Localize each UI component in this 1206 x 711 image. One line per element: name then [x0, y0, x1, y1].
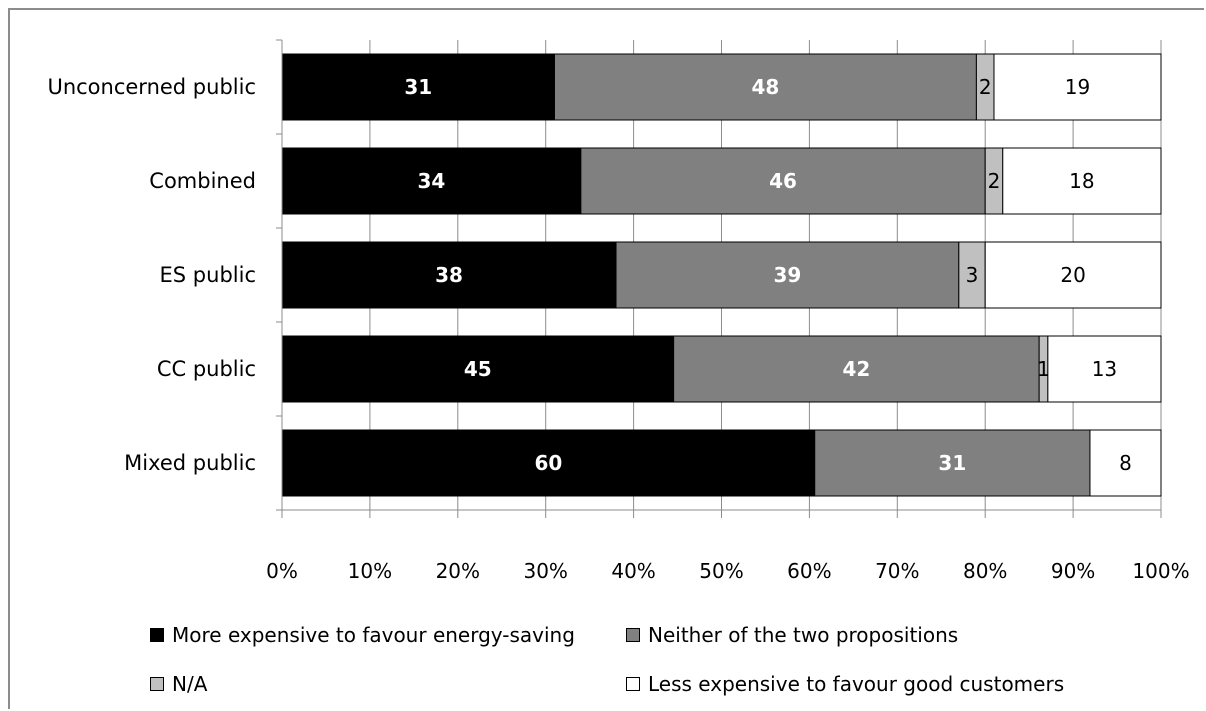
bar-segment	[993, 53, 1162, 121]
legend-swatch	[150, 628, 164, 642]
category-label: CC public	[157, 357, 256, 381]
x-tick-label: 0%	[266, 559, 298, 583]
data-label: 48	[752, 75, 780, 99]
data-label: 13	[1092, 357, 1117, 381]
bar-segment	[553, 53, 977, 121]
legend-swatch	[150, 677, 164, 691]
data-label: 46	[769, 169, 797, 193]
legend-item-energy-saving: More expensive to favour energy-saving	[150, 623, 575, 647]
x-tick-label: 50%	[699, 559, 743, 583]
category-label: ES public	[160, 263, 256, 287]
bar-segment	[958, 241, 986, 309]
x-tick-label: 10%	[348, 559, 392, 583]
data-label: 19	[1065, 75, 1090, 99]
bar-segment	[814, 429, 1091, 497]
data-label: 42	[842, 357, 870, 381]
x-tick-label: 20%	[436, 559, 480, 583]
data-label: 60	[534, 451, 562, 475]
bar-segment	[281, 335, 675, 403]
category-label: Mixed public	[124, 451, 256, 475]
data-label: 8	[1119, 451, 1132, 475]
x-tick-label: 60%	[787, 559, 831, 583]
x-tick-label: 80%	[963, 559, 1007, 583]
data-label: 31	[404, 75, 432, 99]
legend-item-na: N/A	[150, 672, 207, 696]
legend-item-neither: Neither of the two propositions	[626, 623, 958, 647]
data-label: 2	[979, 75, 992, 99]
legend-label: Neither of the two propositions	[648, 623, 959, 647]
data-label: 31	[938, 451, 966, 475]
x-tick-label: 30%	[523, 559, 567, 583]
bar-segment	[1002, 147, 1162, 215]
x-tick-label: 90%	[1051, 559, 1095, 583]
bar-segment	[281, 429, 816, 497]
bar-segment	[281, 53, 555, 121]
x-tick-label: 70%	[875, 559, 919, 583]
data-label: 20	[1060, 263, 1085, 287]
legend-label: N/A	[172, 672, 208, 696]
chart-frame	[8, 8, 1204, 709]
data-label: 3	[966, 263, 979, 287]
legend-label: More expensive to favour energy-saving	[172, 623, 575, 647]
x-tick-label: 40%	[611, 559, 655, 583]
legend-item-good-customers: Less expensive to favour good customers	[626, 672, 1064, 696]
data-label: 18	[1069, 169, 1094, 193]
bar-segment	[984, 241, 1162, 309]
bar-segment	[673, 335, 1040, 403]
data-label: 38	[435, 263, 463, 287]
data-label: 39	[774, 263, 802, 287]
bar-segment	[615, 241, 960, 309]
category-label: Combined	[149, 169, 256, 193]
category-label: Unconcerned public	[47, 75, 256, 99]
legend-swatch	[626, 628, 640, 642]
data-label: 34	[418, 169, 446, 193]
data-label: 2	[988, 169, 1001, 193]
legend-swatch	[626, 677, 640, 691]
x-tick-label: 100%	[1132, 559, 1189, 583]
bar-segment	[281, 241, 617, 309]
bar-segment	[281, 147, 582, 215]
data-label: 1	[1037, 357, 1050, 381]
bar-segment	[1089, 429, 1162, 497]
bar-segment	[1047, 335, 1162, 403]
bar-segment	[580, 147, 986, 215]
legend-label: Less expensive to favour good customers	[648, 672, 1065, 696]
data-label: 45	[464, 357, 492, 381]
